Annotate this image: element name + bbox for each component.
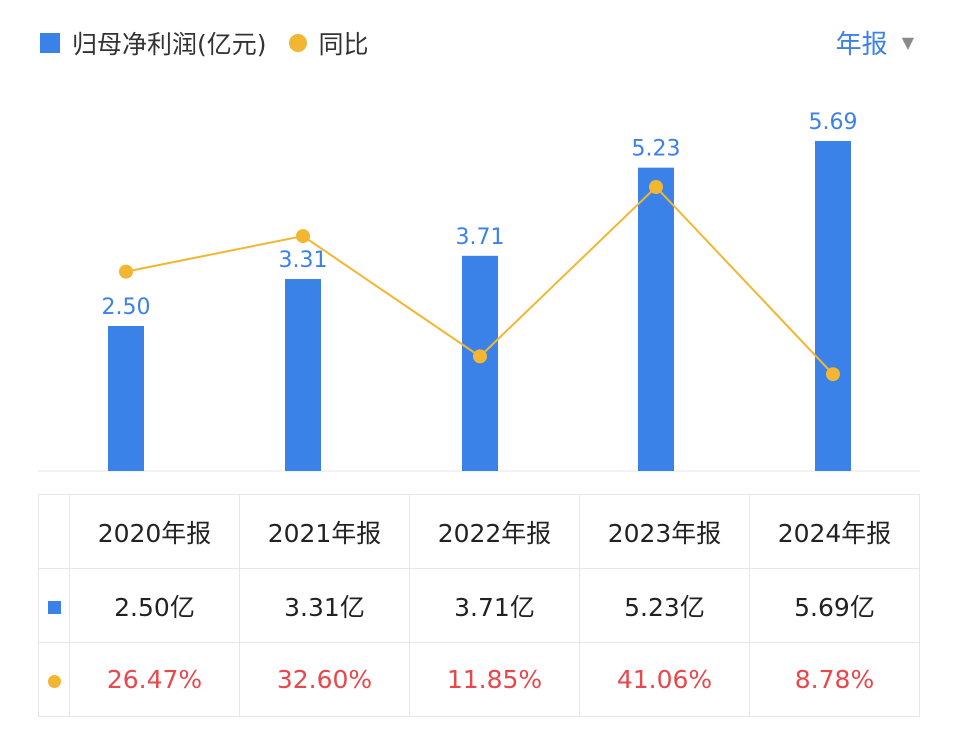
profit-cell: 5.23亿 (579, 568, 750, 643)
bar-2020年报 (108, 326, 144, 471)
table-header-cell: 2022年报 (409, 494, 580, 569)
line-legend-swatch (288, 34, 307, 52)
period-selector-label: 年报 (835, 29, 888, 60)
bar-value-label: 3.31 (279, 248, 328, 273)
bar-value-label: 2.50 (102, 295, 151, 320)
bar-legend-label: 归母净利润(亿元) (72, 30, 267, 59)
yoy-cell: 41.06% (579, 642, 750, 717)
profit-cell: 5.69亿 (749, 568, 920, 643)
profit-row: 2.50亿 3.31亿 3.71亿 5.23亿 5.69亿 (38, 568, 920, 643)
yoy-cell: 8.78% (749, 642, 920, 717)
table-header-row: 2020年报 2021年报 2022年报 2023年报 2024年报 (38, 494, 920, 569)
bar-value-label: 5.69 (809, 110, 858, 135)
yoy-row-marker (38, 642, 70, 717)
yoy-cell: 26.47% (69, 642, 240, 717)
yoy-cell: 32.60% (239, 642, 410, 717)
profit-chart: 2.50 3.31 3.71 5.23 5.69 (38, 110, 920, 472)
yoy-point-2020年报 (119, 264, 133, 279)
bar-legend-swatch (40, 33, 60, 53)
yoy-point-2022年报 (473, 349, 487, 364)
bar-value-label: 5.23 (632, 137, 681, 162)
data-table: 2020年报 2021年报 2022年报 2023年报 2024年报 2.50亿… (38, 494, 920, 717)
yoy-point-2024年报 (826, 367, 840, 382)
table-header-cell: 2020年报 (69, 494, 240, 569)
bar-data-labels: 2.50 3.31 3.71 5.23 5.69 (102, 110, 858, 320)
profit-row-marker (38, 568, 70, 643)
yoy-points (119, 180, 840, 382)
table-header-cell: 2021年报 (239, 494, 410, 569)
profit-cell: 3.71亿 (409, 568, 580, 643)
yoy-cell: 11.85% (409, 642, 580, 717)
bar-series (108, 140, 851, 472)
yoy-point-2023年报 (649, 180, 663, 194)
bar-marker-icon (47, 601, 61, 614)
yoy-point-2021年报 (296, 229, 310, 244)
table-header-cell: 2023年报 (579, 494, 750, 569)
dropdown-arrow-icon: ▼ (901, 32, 914, 52)
table-header-cell: 2024年报 (749, 494, 920, 569)
chart-legend: 归母净利润(亿元) 同比 (40, 26, 369, 60)
profit-cell: 2.50亿 (69, 568, 240, 643)
dot-marker-icon (47, 675, 61, 688)
table-corner-cell (38, 494, 70, 569)
profit-cell: 3.31亿 (239, 568, 410, 643)
bar-2023年报 (638, 167, 674, 471)
bar-2024年报 (815, 140, 851, 472)
yoy-row: 26.47% 32.60% 11.85% 41.06% 8.78% (38, 642, 920, 717)
bar-2021年报 (285, 279, 321, 471)
line-legend-label: 同比 (318, 30, 369, 59)
period-selector[interactable]: 年报 ▼ (836, 24, 914, 60)
bar-value-label: 3.71 (456, 225, 505, 250)
